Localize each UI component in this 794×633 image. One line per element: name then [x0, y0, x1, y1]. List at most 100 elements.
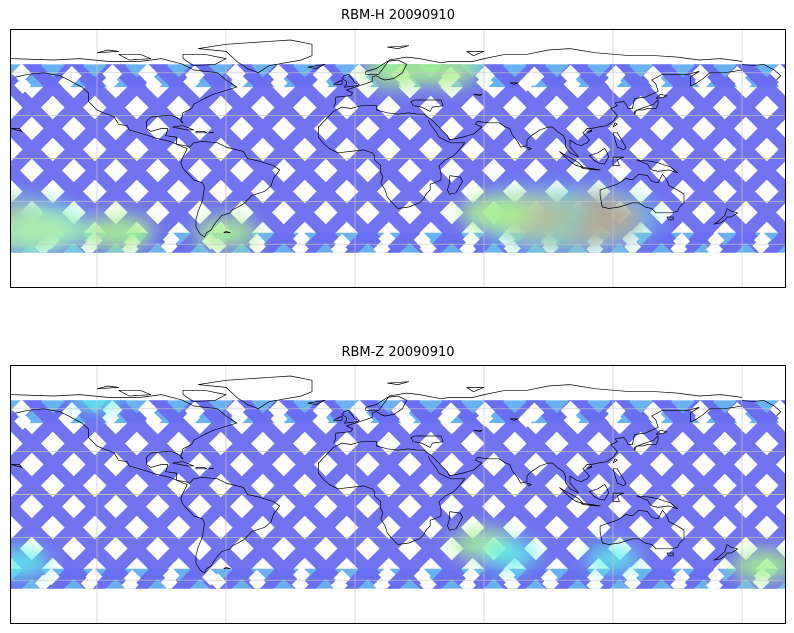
track-descending	[11, 497, 103, 589]
band-gap	[563, 411, 581, 429]
hotspot	[82, 214, 155, 251]
band-gap	[670, 576, 688, 589]
band-gap	[734, 75, 752, 93]
coastline	[318, 69, 743, 209]
coastline	[198, 375, 313, 410]
coastline	[318, 405, 743, 545]
band-gap	[563, 75, 581, 93]
coastline	[526, 146, 532, 151]
coastline	[307, 399, 326, 405]
coastline	[763, 399, 782, 417]
track-ascending	[11, 400, 85, 474]
coastline	[741, 399, 764, 403]
value-hotspots	[11, 64, 660, 253]
coastline	[307, 63, 326, 69]
band-gap	[270, 74, 288, 92]
coastline	[612, 122, 618, 128]
map-panel-bottom	[10, 365, 786, 624]
band-gap	[293, 566, 311, 584]
hotspot	[11, 549, 50, 577]
coastline	[172, 461, 195, 467]
band-gap	[752, 237, 770, 253]
hotspot	[411, 64, 479, 87]
panel-top-title: RBM-H 20090910	[341, 8, 455, 23]
coastline	[198, 39, 313, 74]
coastline	[763, 63, 782, 81]
coastline	[655, 93, 668, 99]
coastline	[666, 216, 674, 221]
band-gap	[249, 574, 267, 589]
coastline	[655, 429, 668, 435]
track-descending	[735, 64, 785, 114]
coastline	[636, 495, 678, 510]
band-gap	[459, 240, 477, 253]
coastline	[333, 384, 743, 444]
coastline	[589, 484, 610, 501]
track-descending	[693, 64, 785, 156]
satellite-swaths	[11, 64, 785, 253]
coastline	[447, 175, 463, 195]
track-ascending	[717, 185, 785, 253]
map-svg-top	[11, 30, 785, 287]
coastline	[580, 502, 601, 507]
coastline	[387, 381, 410, 385]
band-gap	[776, 411, 785, 429]
map-panel-top	[10, 29, 786, 288]
band-gap	[459, 576, 477, 589]
panel-bottom-title: RBM-Z 20090910	[341, 345, 455, 360]
coastline	[612, 492, 625, 502]
coastline	[11, 58, 281, 238]
track-descending	[735, 400, 785, 450]
hotspot-ring	[11, 204, 97, 253]
band-gap	[102, 73, 120, 91]
hotspot	[482, 540, 538, 569]
coastline	[612, 468, 627, 487]
coastline	[410, 99, 444, 112]
coastline	[634, 99, 659, 115]
coastline	[612, 132, 627, 151]
coastline	[195, 131, 208, 134]
coastline	[580, 166, 601, 171]
band-gap	[330, 240, 348, 253]
coastline	[118, 53, 152, 61]
hotspot	[459, 194, 531, 231]
coastline	[634, 435, 659, 451]
coastline	[587, 465, 592, 470]
track-ascending	[11, 64, 85, 138]
band-gap	[705, 576, 723, 589]
band-gap	[648, 410, 666, 428]
map-svg-bottom	[11, 366, 785, 623]
band-gap	[476, 73, 494, 91]
coastline	[466, 387, 485, 393]
coastline	[509, 418, 519, 421]
satellite-swaths	[11, 400, 785, 589]
coastline	[11, 394, 281, 574]
coastline	[741, 63, 764, 67]
coastline	[208, 131, 214, 134]
coastline	[195, 467, 208, 470]
band-gap	[34, 574, 52, 589]
band-gap	[293, 230, 311, 248]
coastline	[473, 93, 483, 97]
band-gap	[398, 411, 416, 429]
coastline	[447, 511, 463, 531]
coastline	[387, 45, 410, 49]
band-gap	[624, 574, 642, 589]
coastline	[526, 482, 532, 487]
band-gap	[694, 72, 712, 90]
band-gap	[11, 64, 32, 84]
coastline	[599, 509, 685, 550]
coastline	[182, 53, 227, 67]
coastline	[410, 435, 444, 448]
coastline	[96, 385, 119, 390]
coastline	[636, 159, 678, 174]
coastline	[713, 544, 739, 561]
coastline	[341, 73, 360, 88]
band-gap	[734, 411, 752, 429]
track-descending	[693, 400, 785, 492]
band-gap	[312, 64, 333, 85]
band-gap	[670, 240, 688, 253]
band-gap	[705, 240, 723, 253]
coastline	[208, 467, 214, 470]
band-gap	[776, 75, 785, 93]
